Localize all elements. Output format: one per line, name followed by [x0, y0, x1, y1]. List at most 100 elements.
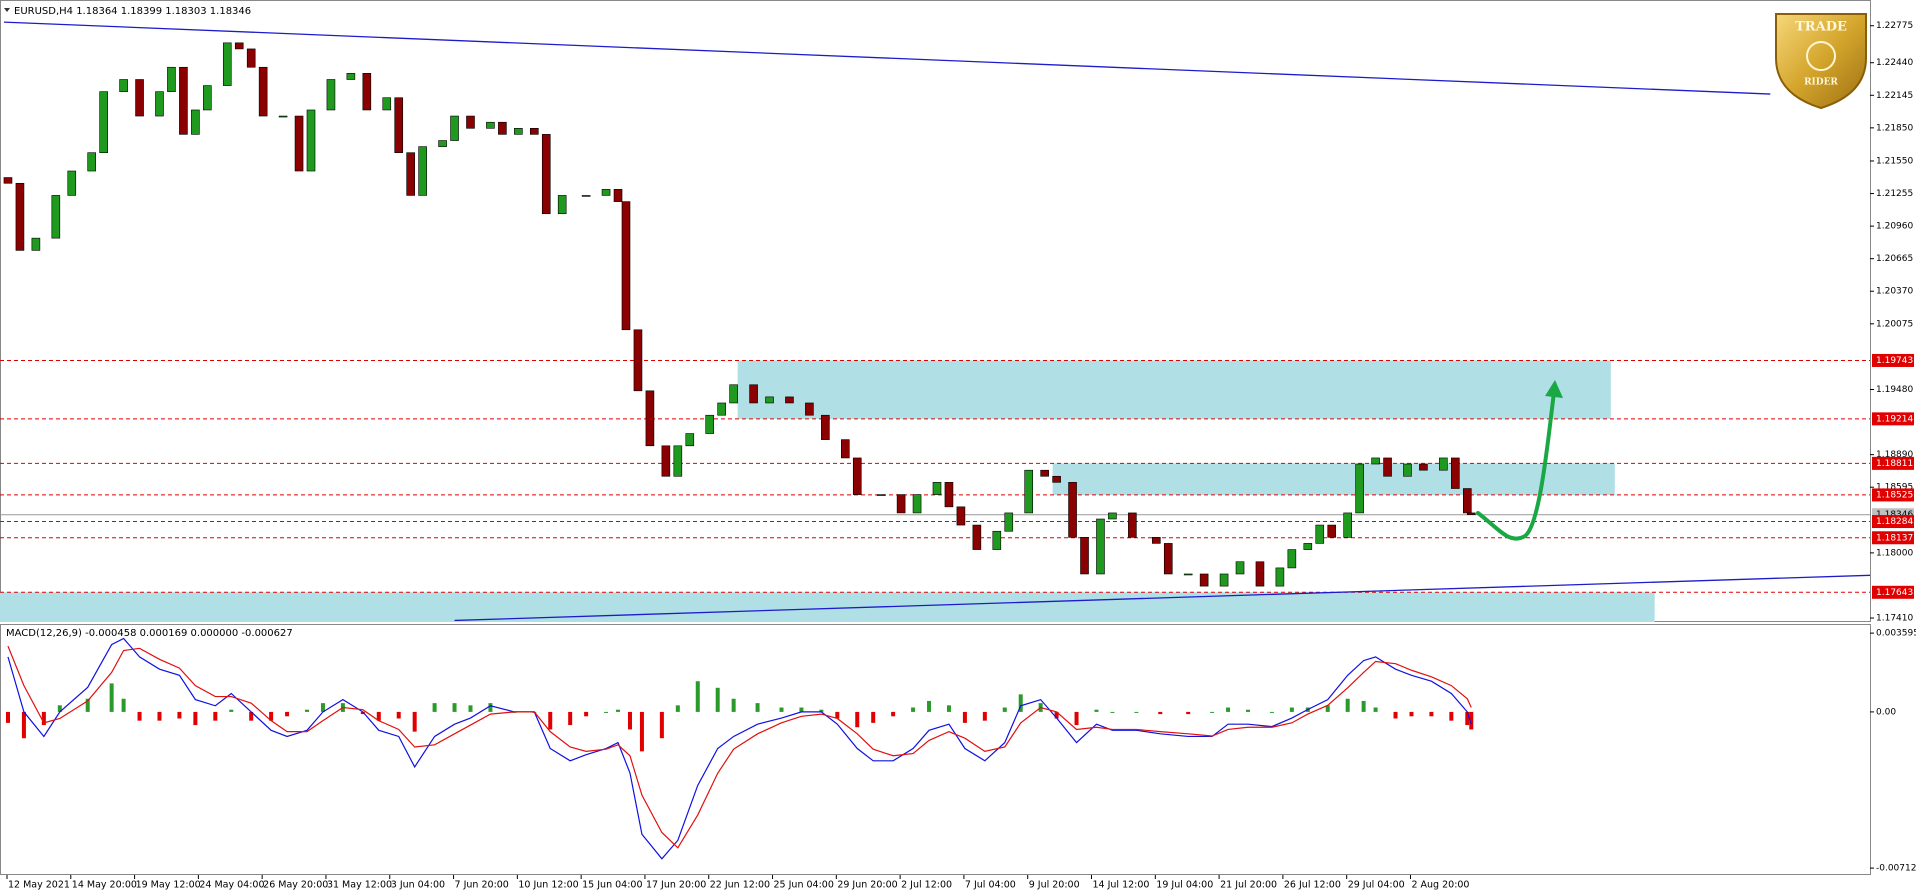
candle [203, 85, 212, 111]
y-tick-label: 1.20665 [1876, 254, 1913, 264]
level-box [1872, 515, 1914, 529]
candle [912, 494, 922, 514]
y-tick-label: 1.20370 [1876, 287, 1913, 297]
x-tick-label: 19 Jul 04:00 [1156, 880, 1213, 891]
candle [67, 170, 77, 196]
y-tick-label: -0.007125 [1876, 864, 1916, 874]
histogram-bar [468, 705, 473, 712]
histogram-bar [1409, 711, 1414, 717]
level-label: 1.18137 [1876, 533, 1913, 543]
candle [1287, 549, 1297, 569]
candle [613, 189, 623, 202]
y-tick-label: 1.17410 [1876, 614, 1913, 624]
histogram-bar [488, 703, 493, 712]
histogram-bar [360, 711, 365, 715]
arrow-head [1545, 380, 1563, 398]
candle [514, 127, 523, 135]
histogram-bar [1449, 711, 1454, 721]
candle [1303, 543, 1313, 550]
candle [749, 384, 758, 404]
candle [972, 524, 982, 550]
candle [1403, 463, 1412, 477]
histogram-bar [1094, 709, 1099, 712]
candle [992, 530, 1002, 550]
histogram-bar [659, 711, 664, 739]
histogram-bar [452, 703, 457, 712]
candle [438, 140, 447, 147]
candle [1462, 488, 1472, 514]
candle [1439, 457, 1448, 471]
candle [179, 66, 188, 135]
x-tick-label: 19 May 12:00 [136, 880, 201, 891]
x-tick-label: 7 Jun 20:00 [455, 880, 509, 891]
candle [1108, 512, 1117, 520]
histogram-bar [1393, 711, 1398, 719]
histogram-bar [616, 709, 621, 712]
candle [785, 396, 794, 404]
histogram-bar [376, 711, 381, 721]
histogram-bar [57, 705, 62, 712]
candle [1383, 457, 1392, 477]
histogram-bar [1429, 711, 1434, 717]
candle [1371, 457, 1380, 465]
histogram-bar [1269, 711, 1274, 713]
candle [246, 48, 256, 68]
candle [805, 402, 814, 416]
x-tick-label: 14 May 20:00 [72, 880, 137, 891]
candle [896, 494, 906, 514]
menu-triangle[interactable] [4, 8, 10, 12]
level-label: 1.18525 [1876, 490, 1913, 500]
candle [821, 414, 830, 440]
x-tick-label: 10 Jun 12:00 [518, 880, 578, 891]
x-tick-label: 7 Jul 04:00 [965, 880, 1016, 891]
candle [87, 152, 97, 172]
candle [1219, 573, 1229, 587]
histogram-bar [695, 681, 700, 712]
x-tick-label: 26 May 20:00 [263, 880, 328, 891]
x-tick-label: 2 Jul 12:00 [901, 880, 952, 891]
candle [944, 482, 954, 508]
candle [705, 414, 715, 434]
candle [581, 195, 591, 197]
histogram-bar [1158, 711, 1163, 715]
candle [1183, 573, 1193, 576]
histogram-bar [5, 711, 10, 723]
candle [1466, 512, 1476, 515]
candle [529, 127, 539, 135]
candle [1040, 469, 1049, 477]
y-tick-label: 1.21850 [1876, 123, 1913, 133]
histogram-bar [584, 711, 589, 717]
macd-line [7, 637, 1472, 860]
candle [1068, 482, 1077, 538]
candle [685, 433, 695, 447]
candle [633, 329, 643, 392]
candle [486, 121, 495, 129]
histogram-bar [1325, 705, 1330, 712]
histogram-bar [157, 711, 162, 721]
candle [1343, 512, 1352, 538]
histogram-bar [911, 707, 916, 712]
histogram-bar [755, 703, 760, 712]
histogram-bar [962, 711, 967, 723]
x-tick-label: 12 May 2021 [8, 880, 70, 891]
candle [394, 97, 404, 153]
x-tick-label: 29 Jul 04:00 [1348, 880, 1405, 891]
x-tick-label: 24 May 04:00 [199, 880, 264, 891]
candle [498, 121, 507, 135]
zone [737, 360, 1611, 419]
histogram-bar [1245, 709, 1250, 712]
candle [1419, 463, 1428, 471]
candle [99, 91, 108, 153]
candle [541, 134, 551, 215]
candle [346, 73, 356, 80]
candle [155, 91, 164, 117]
candle [191, 109, 200, 135]
histogram-bar [779, 707, 784, 712]
candle [1355, 463, 1364, 514]
candle [306, 109, 316, 172]
histogram-bar [285, 711, 290, 717]
histogram-bar [1074, 711, 1079, 726]
histogram-bar [871, 711, 876, 723]
candle [717, 402, 726, 416]
